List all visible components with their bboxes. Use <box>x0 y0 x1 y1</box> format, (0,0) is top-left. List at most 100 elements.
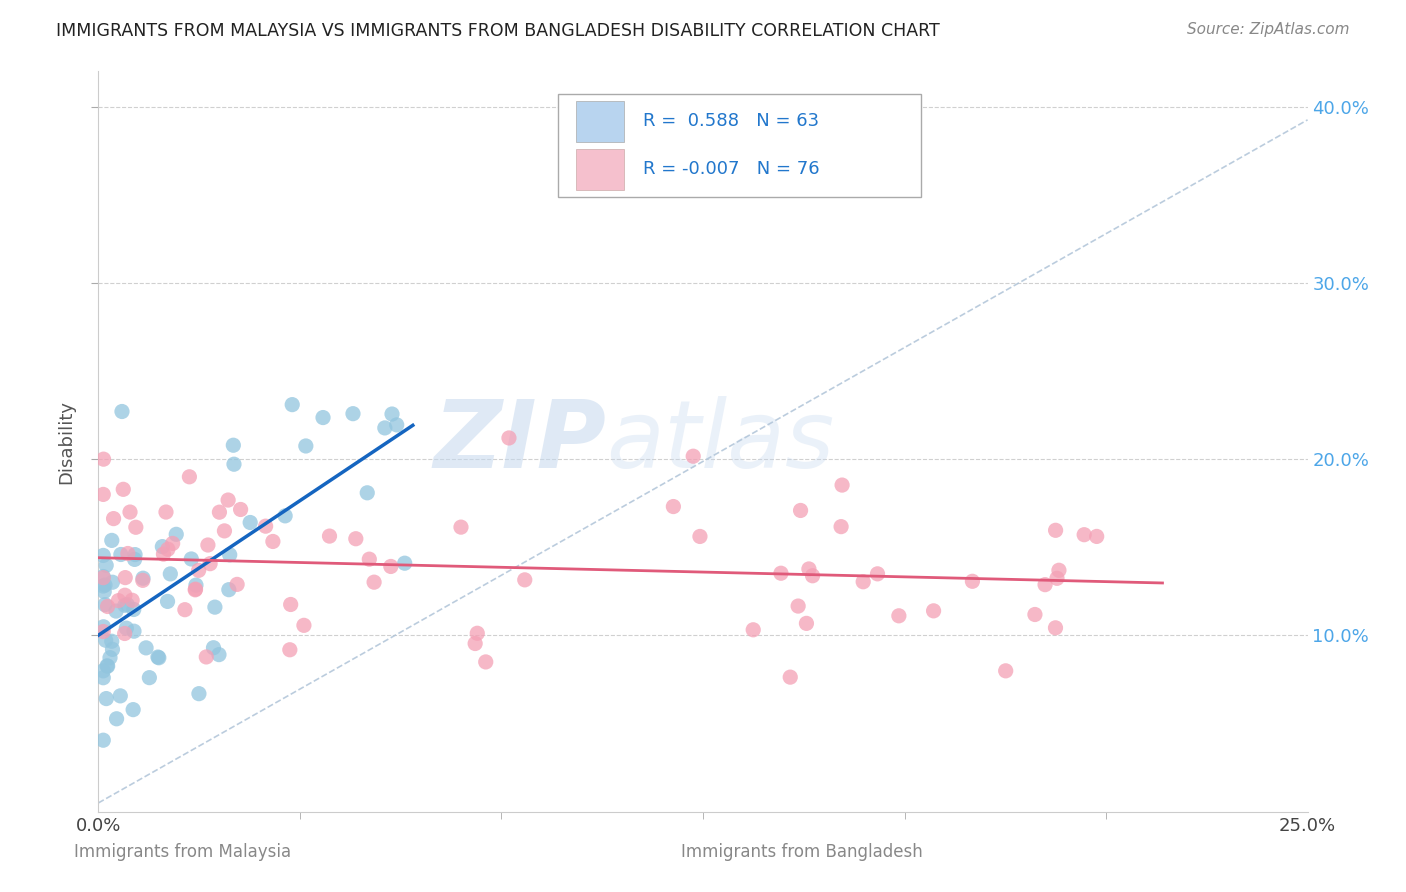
Point <box>91 569 114 583</box>
Point <box>179 470 201 484</box>
Point <box>100 634 122 648</box>
Text: R = -0.007   N = 76: R = -0.007 N = 76 <box>643 161 820 178</box>
Point <box>922 604 945 618</box>
Point <box>94 598 117 612</box>
Point <box>115 598 138 612</box>
Point <box>218 582 240 597</box>
Point <box>356 485 378 500</box>
Point <box>111 404 134 418</box>
Point <box>101 533 124 548</box>
Point <box>125 520 148 534</box>
Point <box>124 548 146 562</box>
Point <box>363 575 385 590</box>
Point <box>122 703 145 717</box>
Point <box>254 519 277 533</box>
Point <box>474 655 496 669</box>
Point <box>96 558 118 573</box>
Point <box>465 626 488 640</box>
Point <box>1045 524 1067 538</box>
Point <box>239 516 262 530</box>
Point <box>887 608 910 623</box>
Point <box>769 566 792 581</box>
Point <box>156 542 179 557</box>
Point <box>124 552 146 566</box>
Point <box>114 571 136 585</box>
Point <box>1047 563 1070 577</box>
Point <box>217 493 239 508</box>
Point <box>165 527 187 541</box>
Point <box>117 547 139 561</box>
Point <box>115 621 138 635</box>
Point <box>148 650 170 665</box>
Point <box>830 519 852 533</box>
Point <box>173 603 195 617</box>
Point <box>162 536 184 550</box>
Point <box>513 573 536 587</box>
Point <box>91 579 114 593</box>
Text: Immigrants from Malaysia: Immigrants from Malaysia <box>75 843 291 861</box>
Point <box>91 671 114 685</box>
Point <box>184 582 207 597</box>
Point <box>204 600 226 615</box>
Point <box>1073 527 1095 541</box>
Point <box>110 548 132 562</box>
Point <box>132 574 155 588</box>
Point <box>779 670 801 684</box>
Point <box>292 618 315 632</box>
Point <box>789 503 811 517</box>
Point <box>1024 607 1046 622</box>
Point <box>195 649 218 664</box>
Point <box>97 659 120 673</box>
Point <box>994 664 1017 678</box>
Point <box>796 616 818 631</box>
Text: ZIP: ZIP <box>433 395 606 488</box>
Point <box>222 438 245 452</box>
Point <box>689 529 711 543</box>
Point <box>91 664 114 678</box>
Point <box>96 691 118 706</box>
Point <box>135 640 157 655</box>
Point <box>155 505 177 519</box>
Point <box>797 562 820 576</box>
Point <box>156 594 179 608</box>
Point <box>222 457 245 471</box>
Point <box>274 508 297 523</box>
Point <box>103 511 125 525</box>
Text: IMMIGRANTS FROM MALAYSIA VS IMMIGRANTS FROM BANGLADESH DISABILITY CORRELATION CH: IMMIGRANTS FROM MALAYSIA VS IMMIGRANTS F… <box>56 22 941 40</box>
Text: R =  0.588   N = 63: R = 0.588 N = 63 <box>643 112 818 130</box>
Point <box>93 584 115 599</box>
Point <box>312 410 335 425</box>
Point <box>381 407 404 421</box>
Point <box>91 571 114 585</box>
Point <box>962 574 984 589</box>
Point <box>114 626 136 640</box>
Point <box>114 599 136 613</box>
Point <box>682 449 704 463</box>
Point <box>214 524 236 538</box>
Point <box>450 520 472 534</box>
Point <box>101 642 124 657</box>
Point <box>98 650 121 665</box>
Point <box>121 593 143 607</box>
Point <box>91 487 114 501</box>
Point <box>180 552 202 566</box>
Point <box>91 624 114 639</box>
Point <box>742 623 765 637</box>
Text: Source: ZipAtlas.com: Source: ZipAtlas.com <box>1187 22 1350 37</box>
Point <box>101 575 124 590</box>
Point <box>152 547 174 561</box>
Point <box>787 599 810 613</box>
Text: Immigrants from Bangladesh: Immigrants from Bangladesh <box>681 843 922 861</box>
Point <box>112 483 135 497</box>
Text: atlas: atlas <box>606 396 835 487</box>
Point <box>187 687 209 701</box>
Point <box>96 659 118 673</box>
Point <box>91 549 114 563</box>
Point <box>184 582 207 596</box>
Point <box>318 529 340 543</box>
Point <box>385 417 408 432</box>
Point <box>105 712 128 726</box>
Point <box>281 398 304 412</box>
Point <box>801 568 824 582</box>
Point <box>93 620 115 634</box>
